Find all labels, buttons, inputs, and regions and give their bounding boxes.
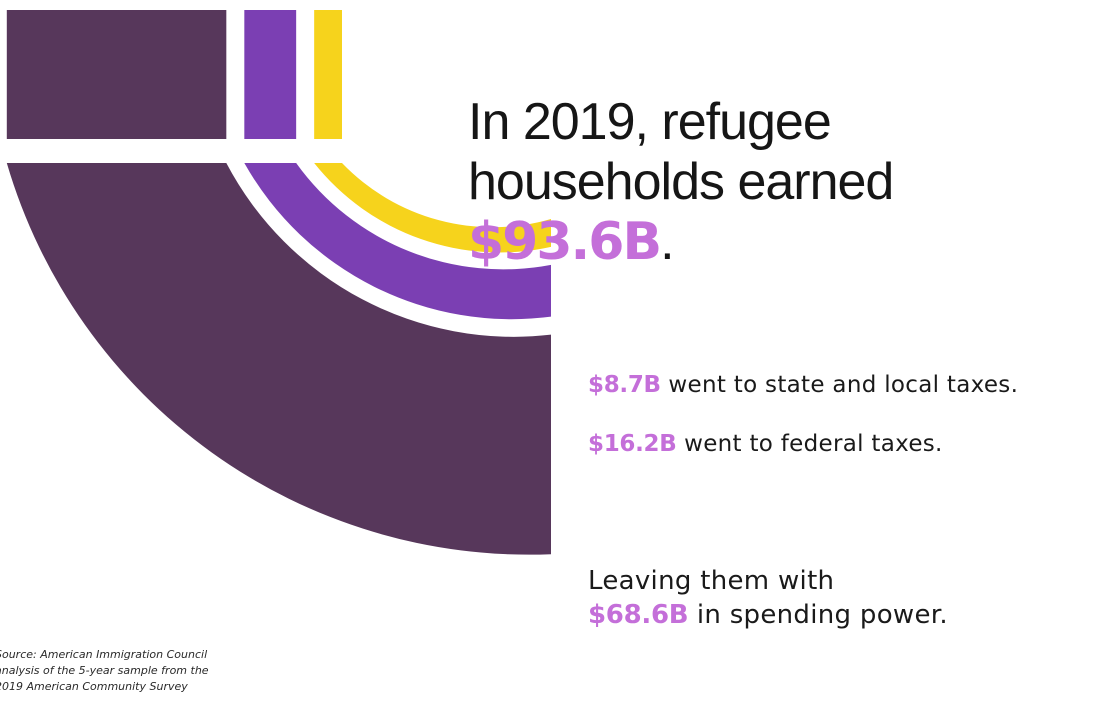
state-tax-amount: $8.7B bbox=[588, 372, 661, 398]
headline: In 2019, refugee households earned $93.6… bbox=[468, 92, 1088, 272]
total-amount: $93.6B bbox=[468, 212, 662, 272]
federal-tax-band bbox=[244, 163, 551, 320]
spending-power-label: Leaving them with $68.6B in spending pow… bbox=[588, 564, 948, 632]
state-tax-text: went to state and local taxes. bbox=[660, 372, 1019, 398]
spending-power-intro: Leaving them with bbox=[588, 566, 835, 596]
federal-tax-text: went to federal taxes. bbox=[676, 431, 943, 457]
federal-tax-amount: $16.2B bbox=[588, 431, 677, 457]
headline-line-3: $93.6B. bbox=[468, 212, 1088, 272]
headline-line-1: In 2019, refugee bbox=[468, 93, 832, 151]
spending-power-line: $68.6B in spending power. bbox=[588, 598, 948, 632]
source-note: Source: American Immigration Council ana… bbox=[0, 648, 209, 693]
total-amount-suffix: . bbox=[660, 213, 674, 271]
spending-power-band bbox=[6, 163, 552, 555]
spending-power-text: in spending power. bbox=[688, 600, 948, 630]
spending-power-stub bbox=[6, 10, 227, 139]
flow-bands bbox=[6, 10, 552, 555]
federal-tax-label: $16.2B went to federal taxes. bbox=[588, 431, 943, 457]
federal-tax-stub bbox=[244, 10, 297, 139]
state-tax-band bbox=[314, 163, 551, 253]
headline-line-2: households earned bbox=[468, 153, 894, 211]
state-tax-label: $8.7B went to state and local taxes. bbox=[588, 372, 1018, 398]
state-tax-stub bbox=[314, 10, 342, 139]
spending-power-amount: $68.6B bbox=[588, 600, 689, 630]
